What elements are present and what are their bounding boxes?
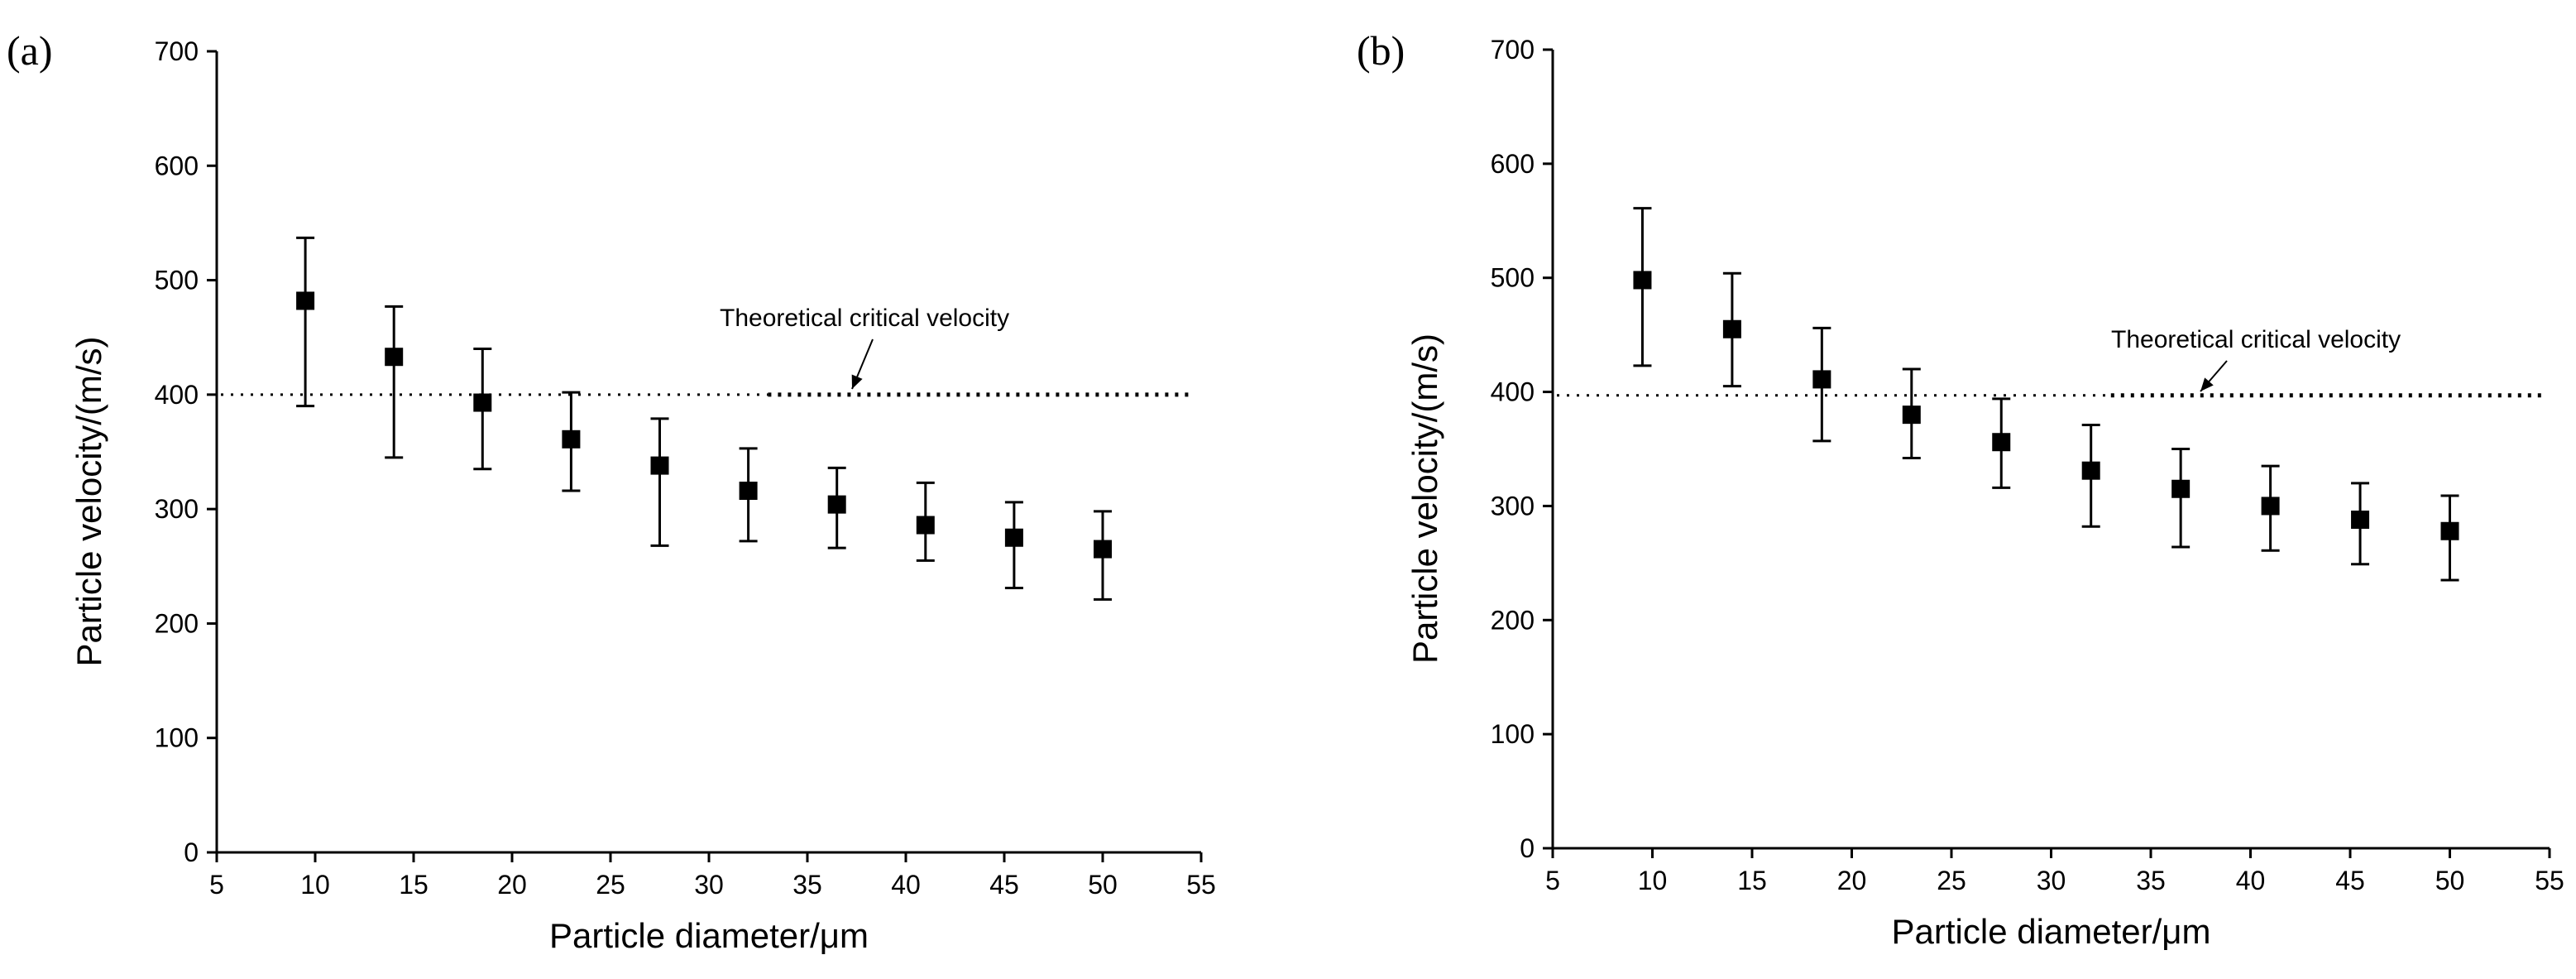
y-tick-label: 200 [1491, 605, 1535, 635]
y-tick-label: 400 [1491, 377, 1535, 407]
y-tick-label: 700 [1491, 35, 1535, 65]
data-point [296, 291, 315, 310]
x-axis-title: Particle diameter/μm [549, 916, 869, 955]
x-tick-label: 5 [1545, 866, 1560, 895]
x-tick-label: 25 [1937, 866, 1966, 895]
y-tick-label: 600 [155, 151, 199, 180]
y-tick-label: 100 [1491, 719, 1535, 749]
data-point [1902, 406, 1921, 425]
data-point [2171, 479, 2191, 498]
data-point [1004, 528, 1023, 547]
data-point [2081, 461, 2100, 480]
x-tick-label: 20 [497, 870, 527, 900]
data-point [2261, 497, 2280, 516]
reference-line-label: Theoretical critical velocity [720, 305, 1009, 332]
x-tick-label: 40 [891, 870, 921, 900]
data-point [562, 430, 581, 449]
data-point [1722, 319, 1741, 338]
y-axis-title: Particle velocity/(m/s) [69, 336, 108, 666]
x-tick-label: 5 [209, 870, 224, 900]
panel-label: (b) [1357, 27, 1405, 74]
annotation-arrow-head [2200, 377, 2214, 391]
reference-line-label: Theoretical critical velocity [2111, 326, 2401, 353]
panel-a: (a) 0 100 200 300 400 500 600 700 5 10 15 20 25 30 35 40… [7, 27, 1216, 955]
x-tick-label: 50 [1088, 870, 1118, 900]
x-tick-label: 30 [694, 870, 724, 900]
x-tick-label: 50 [2435, 866, 2465, 895]
panel-label: (a) [7, 27, 53, 74]
data-point [739, 482, 758, 501]
data-point [2351, 510, 2370, 529]
data-point [1633, 271, 1652, 290]
x-tick-label: 10 [1638, 866, 1668, 895]
x-tick-label: 45 [989, 870, 1019, 900]
y-tick-label: 0 [1520, 833, 1535, 863]
y-tick-label: 500 [1491, 263, 1535, 293]
y-tick-label: 700 [155, 36, 199, 66]
x-tick-label: 10 [300, 870, 330, 900]
y-tick-label: 500 [155, 266, 199, 295]
panel-b: (b) 0 100 200 300 400 500 600 700 5 10 15 20 25 30 35 40… [1357, 27, 2564, 951]
x-tick-label: 55 [1186, 870, 1216, 900]
x-tick-label: 55 [2535, 866, 2564, 895]
y-tick-label: 300 [1491, 491, 1535, 521]
data-point [1812, 370, 1831, 389]
x-tick-label: 45 [2335, 866, 2365, 895]
y-tick-label: 600 [1491, 149, 1535, 179]
x-tick-label: 25 [596, 870, 625, 900]
x-tick-label: 15 [1737, 866, 1767, 895]
y-tick-label: 200 [155, 608, 199, 638]
data-point [385, 348, 404, 367]
x-tick-label: 35 [2136, 866, 2166, 895]
y-tick-label: 300 [155, 494, 199, 524]
annotation-arrow-head [851, 374, 863, 389]
x-axis-title: Particle diameter/μm [1892, 912, 2211, 951]
y-tick-label: 0 [184, 837, 199, 867]
y-axis-title: Particle velocity/(m/s) [1405, 334, 1444, 664]
x-tick-label: 40 [2236, 866, 2266, 895]
y-tick-label: 100 [155, 723, 199, 753]
x-tick-label: 30 [2037, 866, 2066, 895]
x-tick-label: 15 [399, 870, 429, 900]
data-point [650, 456, 669, 475]
x-tick-label: 35 [792, 870, 822, 900]
x-tick-label: 20 [1837, 866, 1867, 895]
y-tick-label: 400 [155, 380, 199, 410]
data-point [827, 495, 846, 514]
data-point [916, 516, 935, 535]
data-point [2440, 521, 2459, 540]
data-point [1094, 540, 1112, 559]
data-point [1992, 433, 2011, 452]
data-point [473, 393, 492, 412]
